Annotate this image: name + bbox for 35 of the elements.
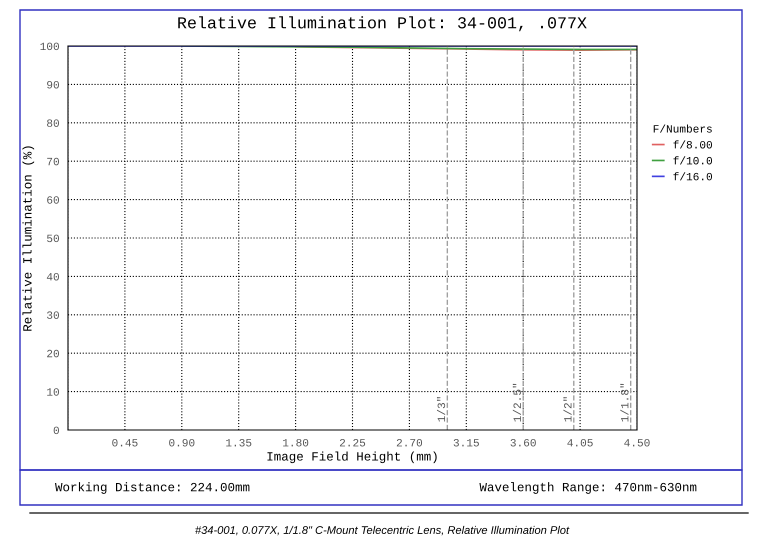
y-axis-title: Relative Illumination (%) [22,146,34,331]
x-tick-label: 3.60 [510,438,536,446]
annotation: 1/2" [563,397,572,422]
x-tick-label: 3.15 [454,438,479,446]
text: Wavelength Range: 470nm-630nm [479,482,696,494]
y-tick-label: 100 [40,42,59,50]
y-tick-label: 50 [47,234,59,242]
annotation: 1/3" [436,397,446,422]
text: Working Distance: 224.00mm [55,482,250,494]
x-tick-label: 4.50 [624,438,650,446]
y-tick-label: 0 [54,426,59,434]
x-tick-label: 4.05 [567,438,593,446]
legend-title: F/Numbers [654,124,712,133]
y-tick-label: 60 [47,196,59,204]
annotation: 1/1.8" [620,384,628,422]
y-tick-label: 10 [47,388,59,396]
x-tick-label: 1.35 [226,438,252,446]
y-tick-label: 40 [46,272,59,281]
legend-label: f/10.0 [673,156,712,164]
text: #34-001, 0.077X, 1/1.8" C-Mount Telecentric Lens, Relative Illumination Plot [195,526,570,536]
legend-label: f/16.0 [673,172,712,180]
x-tick-label: 2.25 [340,438,366,446]
y-tick-label: 70 [47,158,59,166]
y-tick-label: 30 [47,311,59,319]
x-axis-title: Image Field Height (mm) [267,451,437,464]
chart-title: Relative Illumination Plot: 34-001, .077X [178,16,587,32]
x-tick-label: 1.80 [283,438,308,446]
annotation: 1/2.5" [512,384,522,422]
x-tick-label: 0.45 [112,438,138,446]
y-tick-label: 80 [47,119,59,127]
x-tick-label: 0.90 [169,438,194,446]
legend-label: f/8.00 [673,140,712,149]
x-tick-label: 2.70 [396,438,422,446]
y-tick-label: 90 [47,80,59,89]
y-tick-label: 20 [47,350,59,358]
